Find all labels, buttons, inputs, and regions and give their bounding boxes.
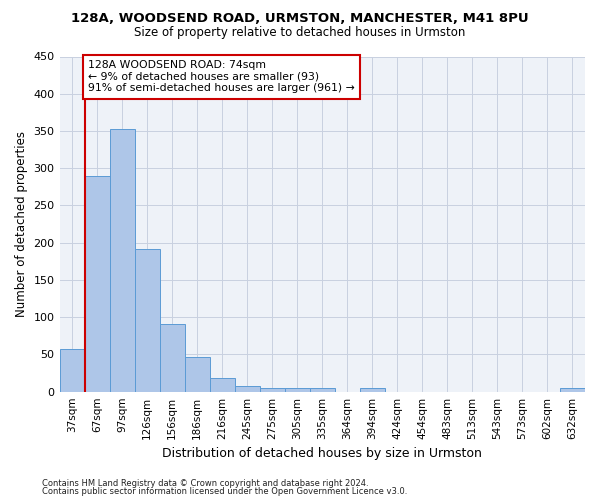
Bar: [310, 388, 335, 392]
Text: Size of property relative to detached houses in Urmston: Size of property relative to detached ho…: [134, 26, 466, 39]
Text: 128A WOODSEND ROAD: 74sqm
← 9% of detached houses are smaller (93)
91% of semi-d: 128A WOODSEND ROAD: 74sqm ← 9% of detach…: [88, 60, 355, 94]
Text: Contains public sector information licensed under the Open Government Licence v3: Contains public sector information licen…: [42, 487, 407, 496]
Bar: [185, 356, 209, 392]
Bar: [360, 388, 385, 392]
Bar: [260, 388, 285, 392]
Text: Contains HM Land Registry data © Crown copyright and database right 2024.: Contains HM Land Registry data © Crown c…: [42, 478, 368, 488]
Text: 128A, WOODSEND ROAD, URMSTON, MANCHESTER, M41 8PU: 128A, WOODSEND ROAD, URMSTON, MANCHESTER…: [71, 12, 529, 24]
Bar: [59, 349, 85, 392]
Bar: [235, 386, 260, 392]
Bar: [110, 129, 134, 392]
X-axis label: Distribution of detached houses by size in Urmston: Distribution of detached houses by size …: [163, 447, 482, 460]
Bar: [85, 176, 110, 392]
Bar: [560, 388, 585, 392]
Bar: [134, 248, 160, 392]
Bar: [285, 388, 310, 392]
Bar: [160, 324, 185, 392]
Y-axis label: Number of detached properties: Number of detached properties: [15, 131, 28, 317]
Bar: [209, 378, 235, 392]
